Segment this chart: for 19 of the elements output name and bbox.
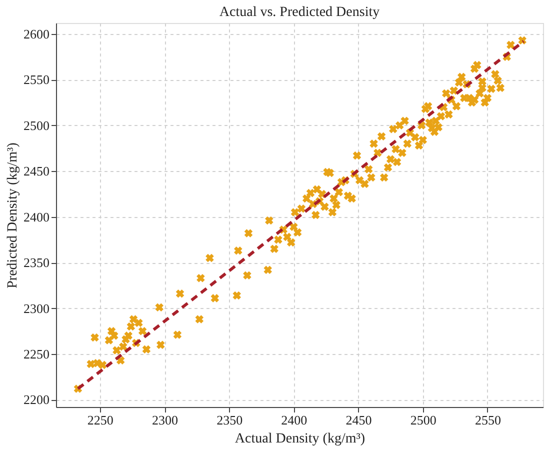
x-tick-label: 2250 xyxy=(87,412,114,428)
y-tick-label: 2350 xyxy=(24,255,50,270)
y-tick-label: 2600 xyxy=(24,26,50,42)
x-tick-label: 2550 xyxy=(474,412,501,428)
y-tick-label: 2300 xyxy=(24,300,50,316)
chart-title: Actual vs. Predicted Density xyxy=(219,5,380,20)
x-tick-label: 2350 xyxy=(216,412,243,428)
x-tick-label: 2500 xyxy=(410,412,436,428)
y-tick-label: 2450 xyxy=(24,164,50,179)
y-tick-label: 2500 xyxy=(24,118,50,133)
y-tick-label: 2250 xyxy=(24,346,50,362)
x-tick-label: 2300 xyxy=(152,412,178,428)
x-tick-label: 2450 xyxy=(346,412,372,428)
y-tick-label: 2200 xyxy=(24,392,50,408)
y-tick-label: 2550 xyxy=(24,72,50,88)
y-tick-label: 2400 xyxy=(24,209,50,224)
x-tick-label: 2400 xyxy=(281,412,308,428)
x-axis-title: Actual Density (kg/m³) xyxy=(234,432,366,446)
y-axis-title: Predicted Density (kg/m³) xyxy=(6,142,20,288)
